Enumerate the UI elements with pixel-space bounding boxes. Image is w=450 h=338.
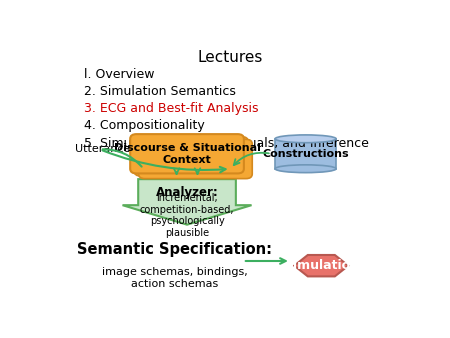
FancyBboxPatch shape [275, 139, 336, 169]
Text: Utterance: Utterance [76, 144, 131, 154]
Text: Simulation: Simulation [284, 259, 359, 272]
Polygon shape [122, 179, 252, 225]
Text: Semantic Specification:: Semantic Specification: [77, 242, 272, 257]
FancyBboxPatch shape [135, 137, 248, 176]
Text: incremental,
competition-based,
psychologically
plausible: incremental, competition-based, psycholo… [140, 193, 234, 238]
Text: l. Overview: l. Overview [84, 68, 155, 81]
Text: 5. Simulation, Counterfactuals, and Inference: 5. Simulation, Counterfactuals, and Infe… [84, 137, 369, 150]
Text: Constructions: Constructions [262, 149, 349, 159]
FancyBboxPatch shape [130, 134, 244, 173]
Text: Lectures: Lectures [198, 50, 263, 65]
Text: Analyzer:: Analyzer: [156, 187, 218, 199]
Text: image schemas, bindings,
action schemas: image schemas, bindings, action schemas [102, 267, 248, 289]
Polygon shape [294, 255, 348, 276]
Ellipse shape [275, 135, 336, 143]
Ellipse shape [275, 165, 336, 173]
FancyBboxPatch shape [139, 139, 252, 178]
Text: 2. Simulation Semantics: 2. Simulation Semantics [84, 85, 236, 98]
Text: 4. Compositionality: 4. Compositionality [84, 119, 205, 132]
Text: Discourse & Situational
Context: Discourse & Situational Context [113, 143, 261, 165]
Text: 3. ECG and Best-fit Analysis: 3. ECG and Best-fit Analysis [84, 102, 259, 115]
